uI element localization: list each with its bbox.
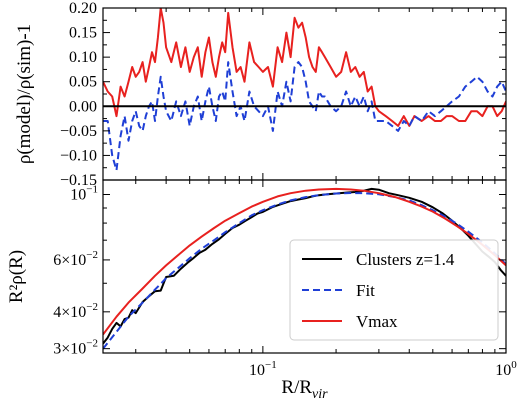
bottom-y-tick-label: 6×10−2 [53,249,98,269]
bottom-axes: 3×10−2 4×10−2 6×10−2 10−1 10−1 100 [53,179,517,379]
legend-label-0: Clusters z=1.4 [356,250,455,269]
bottom-panel: 3×10−2 4×10−2 6×10−2 10−1 10−1 100 R²ρ(R) R/R… [6,179,517,402]
legend-label-1: Fit [356,281,375,300]
bottom-y-tick-label: 10−1 [70,184,98,204]
top-y-tick-label: 0.10 [69,49,97,66]
bottom-y-axis-label: R²ρ(R) [6,250,27,303]
bottom-series-lines [103,187,506,350]
x-axis-label: R/Rvir [281,377,328,402]
top-y-tick-label: −0.10 [60,147,97,164]
bottom-series-line-0 [103,187,506,345]
top-y-tick-label: −0.05 [60,123,97,140]
bottom-plot-frame [102,179,507,354]
top-series-line-0 [103,8,506,127]
bottom-series-line-2 [103,187,506,336]
top-y-tick-label: 0.05 [69,74,97,91]
x-axis-label-main: R/R [281,377,312,398]
legend: Clusters z=1.4 Fit Vmax [289,239,499,341]
x-tick-label: 10−1 [249,359,277,379]
bottom-series-line-1 [103,192,506,350]
bottom-y-tick-label: 4×10−2 [53,301,98,321]
bottom-y-tick-label: 3×10−2 [53,338,98,358]
x-tick-label: 100 [495,359,517,379]
top-y-tick-label: 0.00 [69,98,97,115]
top-y-tick-label: −0.15 [60,172,97,189]
top-axes: −0.15 −0.10 −0.05 0.00 0.05 0.10 0.15 0.20 [60,0,507,189]
top-y-tick-label: 0.20 [69,0,97,17]
top-y-axis-label: ρ(model)/ρ(sim)-1 [14,24,35,164]
top-panel: −0.15 −0.10 −0.05 0.00 0.05 0.10 0.15 0.20 ρ(mo… [14,0,507,189]
legend-label-2: Vmax [356,312,398,331]
top-series-lines [103,8,506,172]
top-y-tick-label: 0.15 [69,25,97,42]
x-axis-label-sub: vir [312,387,328,402]
legend-box [289,239,499,341]
